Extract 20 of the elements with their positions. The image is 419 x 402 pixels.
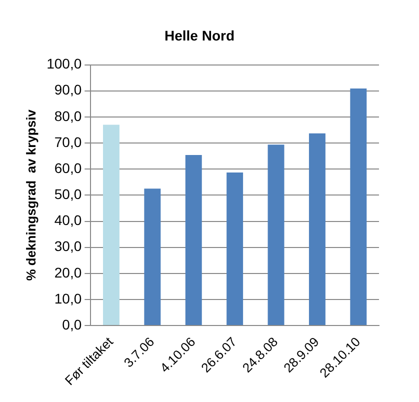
- bar: [350, 88, 367, 326]
- bar: [226, 172, 244, 326]
- y-tick-label: 50,0: [54, 186, 82, 202]
- bar: [185, 155, 202, 326]
- bar: [268, 144, 284, 326]
- y-tick-label: 30,0: [54, 238, 82, 254]
- y-tick-label: 0,0: [62, 316, 82, 332]
- bar: [102, 124, 120, 326]
- y-axis-title: % dekningsgrad av krypsiv: [23, 108, 38, 281]
- bar: [308, 133, 326, 326]
- chart-title: Helle Nord: [164, 27, 235, 44]
- y-tick-label: 90,0: [54, 82, 82, 98]
- y-tick-label: 20,0: [54, 264, 82, 280]
- y-tick-label: 10,0: [54, 290, 82, 306]
- y-tick-label: 80,0: [54, 108, 82, 124]
- y-tick-label: 100,0: [46, 56, 82, 72]
- y-tick-label: 60,0: [54, 160, 82, 176]
- y-tick-label: 70,0: [54, 134, 82, 150]
- y-tick-label: 40,0: [54, 212, 82, 228]
- bar: [144, 188, 161, 326]
